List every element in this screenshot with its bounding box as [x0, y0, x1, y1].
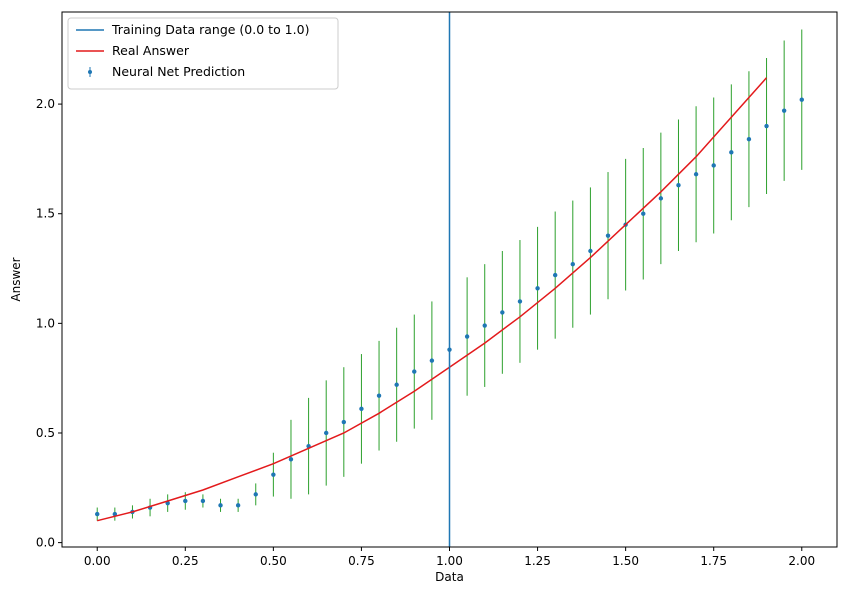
y-tick-label: 0.5 [36, 426, 55, 440]
prediction-point [693, 172, 699, 177]
x-tick-label: 2.00 [788, 554, 815, 568]
prediction-point [112, 511, 118, 517]
prediction-point [412, 369, 417, 374]
x-tick-label: 1.50 [612, 554, 639, 568]
prediction-point [552, 272, 558, 278]
legend-label-prediction: Neural Net Prediction [112, 64, 245, 79]
prediction-point [253, 492, 258, 497]
prediction-point [729, 150, 734, 155]
prediction-point [781, 108, 787, 113]
prediction-point [341, 419, 347, 425]
x-tick-label: 1.75 [700, 554, 727, 568]
prediction-point [200, 498, 206, 504]
prediction-point [799, 97, 804, 102]
x-axis: 0.00 0.25 0.50 0.75 1.00 1.25 1.50 1.75 2.00 [84, 547, 815, 568]
y-tick-label: 1.5 [36, 207, 55, 221]
prediction-point [764, 123, 769, 129]
prediction-point [482, 323, 487, 328]
x-tick-label: 0.00 [84, 554, 111, 568]
prediction-point [570, 261, 575, 267]
prediction-point [429, 358, 435, 363]
prediction-point [535, 286, 540, 291]
legend-label-training: Training Data range (0.0 to 1.0) [111, 22, 309, 37]
prediction-point [324, 430, 329, 436]
x-tick-label: 0.25 [172, 554, 199, 568]
prediction-point [376, 393, 382, 398]
prediction-point [271, 472, 276, 477]
legend-label-real: Real Answer [112, 43, 190, 58]
prediction-point [359, 406, 364, 412]
prediction-point [464, 334, 470, 339]
y-axis: 0.0 0.5 1.0 1.5 2.0 [36, 97, 62, 550]
prediction-point [746, 136, 752, 142]
prediction-point [218, 503, 223, 508]
x-tick-label: 1.25 [524, 554, 551, 568]
legend-swatch-prediction-dot [88, 70, 92, 74]
y-tick-label: 1.0 [36, 316, 55, 330]
prediction-point [658, 196, 664, 201]
legend: Training Data range (0.0 to 1.0) Real An… [67, 17, 339, 90]
prediction-point [183, 498, 188, 504]
prediction-point [235, 503, 241, 508]
prediction-point [676, 183, 681, 188]
y-axis-label: Answer [9, 257, 23, 301]
prediction-point [711, 163, 716, 168]
x-tick-label: 0.75 [348, 554, 375, 568]
legend-box [67, 17, 339, 90]
prediction-point [588, 248, 593, 254]
prediction-point [95, 511, 100, 517]
y-tick-label: 2.0 [36, 97, 55, 111]
prediction-point [500, 310, 505, 315]
x-tick-label: 0.50 [260, 554, 287, 568]
prediction-point [641, 211, 646, 216]
prediction-point [394, 382, 399, 387]
y-tick-label: 0.0 [36, 536, 55, 550]
prediction-point [517, 299, 523, 304]
prediction-point [605, 233, 611, 238]
x-tick-label: 1.00 [436, 554, 463, 568]
prediction-point [288, 457, 294, 462]
x-axis-label: Data [435, 570, 464, 584]
real-answer-line [97, 77, 768, 522]
